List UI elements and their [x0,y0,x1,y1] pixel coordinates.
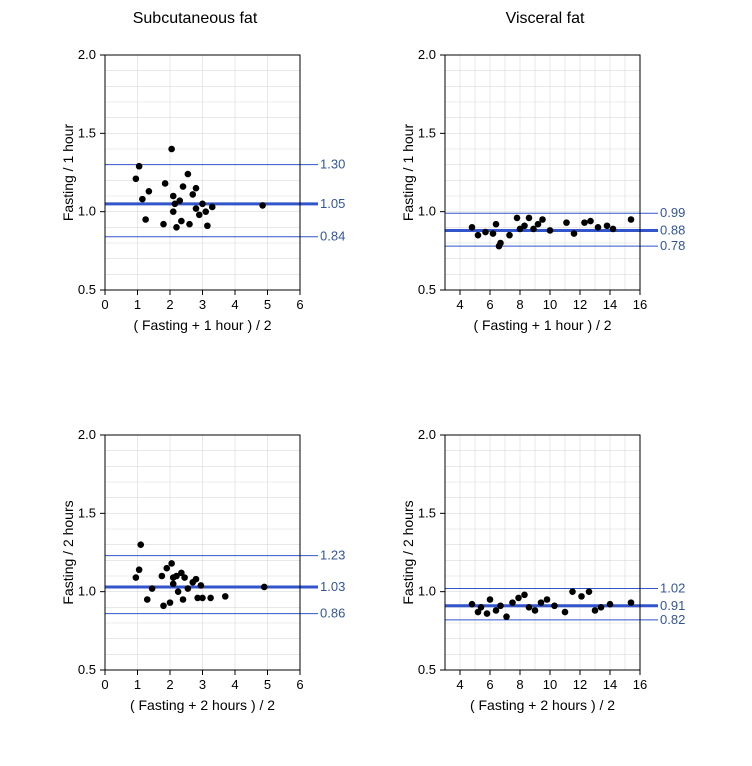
svg-text:Fasting / 1 hour: Fasting / 1 hour [60,124,76,222]
svg-text:3: 3 [199,297,206,312]
col-title-right-text: Visceral fat [506,10,585,27]
svg-text:16: 16 [633,677,647,692]
svg-text:0: 0 [101,297,108,312]
svg-text:( Fasting + 2 hours ) / 2: ( Fasting + 2 hours ) / 2 [130,697,275,713]
svg-text:0.5: 0.5 [418,662,436,677]
svg-text:0.86: 0.86 [320,606,345,621]
panel-visceral-1h: 0.99 0.880.78 4 6 8 10 12 14 16 0.5 1.0 1.5 2.0 ( Fas… [400,45,690,340]
svg-text:1.02: 1.02 [660,581,685,596]
svg-text:1: 1 [134,297,141,312]
svg-text:( Fasting + 1 hour ) / 2: ( Fasting + 1 hour ) / 2 [473,317,611,333]
svg-text:6: 6 [486,297,493,312]
svg-text:0.78: 0.78 [660,238,685,253]
svg-text:2.0: 2.0 [78,47,96,62]
svg-text:Fasting / 1 hour: Fasting / 1 hour [400,124,416,222]
svg-text:( Fasting + 1 hour ) / 2: ( Fasting + 1 hour ) / 2 [133,317,271,333]
svg-text:6: 6 [296,297,303,312]
svg-text:1.5: 1.5 [78,125,96,140]
svg-text:2: 2 [166,297,173,312]
svg-text:0.84: 0.84 [320,229,345,244]
svg-text:1: 1 [134,677,141,692]
svg-text:0: 0 [101,677,108,692]
svg-text:4: 4 [456,677,463,692]
panel-subcut-2h: 1.23 1.03 0.86 0 1 2 3 4 5 6 0.5 1.0 1.5 2.0 ( Fasting… [60,425,350,720]
svg-text:12: 12 [573,297,587,312]
svg-text:0.99: 0.99 [660,205,685,220]
svg-text:1.03: 1.03 [320,579,345,594]
svg-text:0.82: 0.82 [660,612,685,627]
svg-text:14: 14 [603,677,617,692]
svg-text:10: 10 [543,677,557,692]
svg-text:5: 5 [264,297,271,312]
svg-text:12: 12 [573,677,587,692]
svg-text:1.23: 1.23 [320,548,345,563]
svg-text:1.5: 1.5 [78,505,96,520]
svg-text:1.5: 1.5 [418,125,436,140]
svg-text:14: 14 [603,297,617,312]
svg-text:4: 4 [456,297,463,312]
svg-text:6: 6 [486,677,493,692]
svg-text:2: 2 [166,677,173,692]
svg-text:2.0: 2.0 [418,427,436,442]
svg-text:1.5: 1.5 [418,505,436,520]
panel-visceral-2h: 1.02 0.910.82 4 6 8 10 12 14 16 0.5 1.0 1.5 2.0 ( Fas… [400,425,690,720]
svg-text:( Fasting + 2 hours ) / 2: ( Fasting + 2 hours ) / 2 [470,697,615,713]
panel-subcut-1h: 1.30 1.05 0.84 0 1 2 3 4 5 6 0.5 1.0 1.5 2.0 ( Fasting… [60,45,350,340]
svg-text:3: 3 [199,677,206,692]
col-title-left: Subcutaneous fat [110,10,280,28]
svg-text:0.5: 0.5 [418,282,436,297]
svg-text:0.5: 0.5 [78,662,96,677]
svg-text:1.0: 1.0 [418,204,436,219]
svg-text:1.0: 1.0 [418,584,436,599]
col-title-right: Visceral fat [475,10,615,28]
svg-text:1.0: 1.0 [78,584,96,599]
svg-text:6: 6 [296,677,303,692]
svg-text:1.0: 1.0 [78,204,96,219]
svg-text:Fasting / 2 hours: Fasting / 2 hours [400,500,416,604]
svg-text:4: 4 [231,677,238,692]
svg-text:4: 4 [231,297,238,312]
svg-text:16: 16 [633,297,647,312]
svg-text:8: 8 [516,297,523,312]
svg-text:5: 5 [264,677,271,692]
svg-text:2.0: 2.0 [78,427,96,442]
svg-text:Fasting / 2 hours: Fasting / 2 hours [60,500,76,604]
col-title-left-text: Subcutaneous fat [133,10,258,27]
svg-text:1.30: 1.30 [320,157,345,172]
svg-text:0.5: 0.5 [78,282,96,297]
svg-text:2.0: 2.0 [418,47,436,62]
svg-text:8: 8 [516,677,523,692]
svg-text:0.91: 0.91 [660,598,685,613]
svg-text:10: 10 [543,297,557,312]
svg-text:1.05: 1.05 [320,196,345,211]
svg-text:0.88: 0.88 [660,222,685,237]
